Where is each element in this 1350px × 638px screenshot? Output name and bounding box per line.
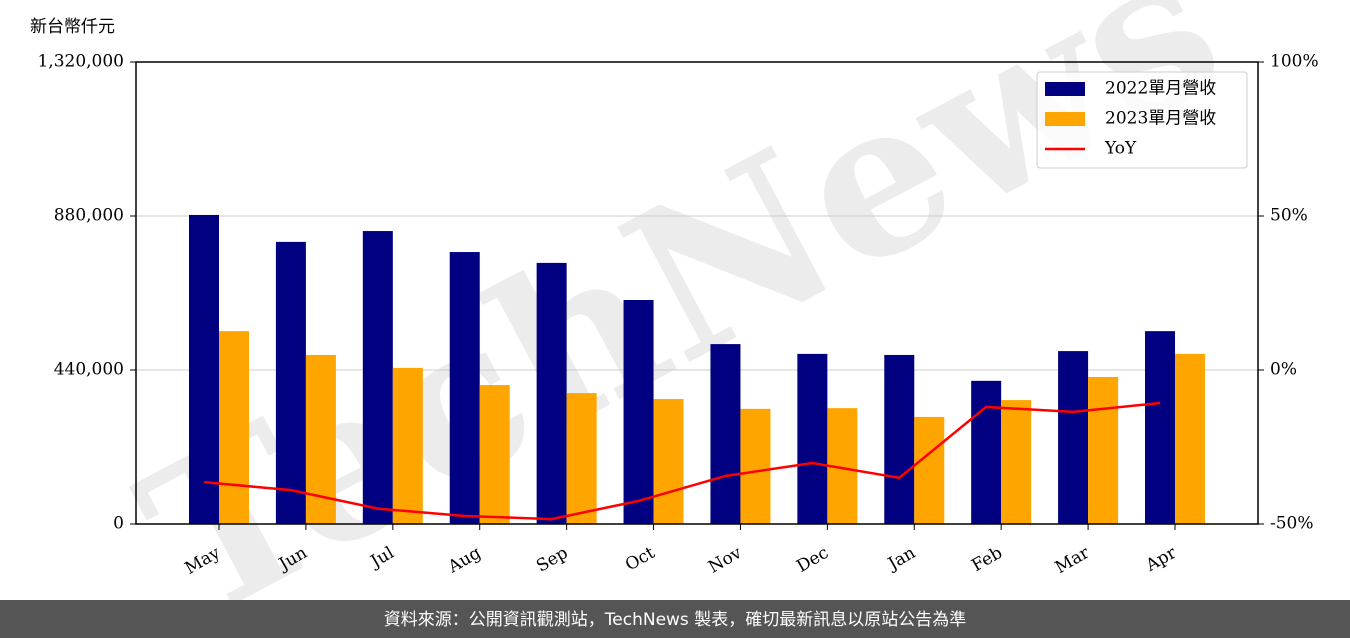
x-tick-label: Jan	[883, 543, 919, 575]
legend-swatch	[1045, 82, 1085, 96]
y-tick-label: 0	[113, 514, 124, 534]
bar	[536, 262, 567, 524]
bar	[710, 344, 741, 524]
bar	[449, 252, 480, 525]
bar	[189, 214, 219, 524]
x-tick-label: Apr	[1142, 542, 1181, 576]
legend-swatch	[1045, 112, 1085, 126]
bar	[653, 399, 684, 524]
y2-tick-label: 0%	[1270, 360, 1297, 380]
footer: 資料來源：公開資訊觀測站，TechNews 製表，確切最新訊息以原站公告為準	[384, 610, 966, 630]
y-tick-label: 1,320,000	[37, 52, 124, 72]
x-tick-label: Nov	[705, 543, 745, 578]
bar	[1175, 353, 1205, 524]
bar	[479, 385, 510, 524]
bar	[1001, 400, 1032, 524]
footer-bar	[0, 600, 1350, 638]
y-axis-label: 新台幣仟元	[30, 17, 115, 37]
bar	[740, 408, 771, 524]
line	[203, 401, 1161, 521]
bar	[914, 416, 945, 524]
x-tick-label: Aug	[444, 543, 485, 578]
bar	[362, 231, 393, 525]
y2-tick-label: -50%	[1270, 514, 1314, 534]
y2-tick-label: 100%	[1270, 52, 1319, 72]
y-tick-label: 440,000	[54, 360, 124, 380]
bar	[1058, 351, 1089, 524]
bar	[971, 380, 1002, 524]
x-tick-label: Mar	[1052, 542, 1094, 578]
legend-label: 2022單月營收	[1105, 79, 1216, 99]
x-tick-label: Dec	[793, 543, 832, 577]
x-tick-label: Feb	[968, 543, 1006, 576]
bar	[797, 353, 828, 524]
legend-box	[1036, 71, 1248, 169]
bar	[884, 354, 915, 524]
bar	[1088, 377, 1119, 524]
x-tick-label: Oct	[622, 543, 658, 576]
bar	[275, 241, 306, 524]
bar	[392, 367, 423, 524]
plot-frame	[135, 61, 1259, 525]
y-tick-label: 880,000	[54, 206, 124, 226]
x-tick-label: Sep	[533, 543, 571, 577]
bar	[219, 331, 249, 524]
legend-label: 2023單月營收	[1105, 109, 1216, 129]
y2-tick-label: 50%	[1270, 206, 1308, 226]
bar	[566, 393, 597, 524]
bar	[1145, 331, 1175, 524]
legend-label: YoY	[1104, 139, 1137, 159]
bar	[623, 300, 654, 524]
